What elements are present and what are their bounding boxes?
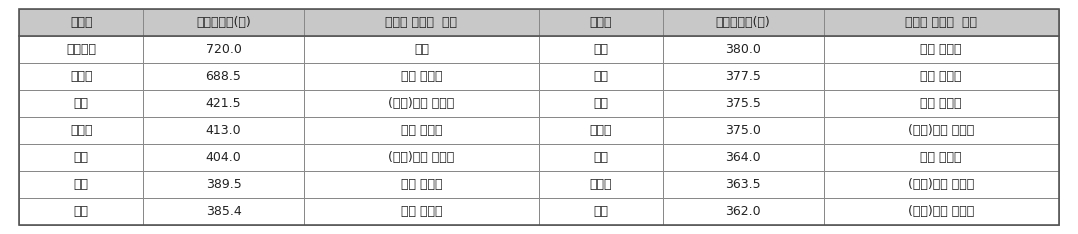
Text: 속리산: 속리산 [70, 124, 93, 137]
Text: 413.0: 413.0 [206, 124, 241, 137]
Text: 화개: 화개 [73, 178, 88, 191]
Bar [143, 144, 304, 171]
Text: 389.5: 389.5 [206, 178, 241, 191]
Bar [304, 9, 539, 36]
Text: 제주: 제주 [414, 43, 429, 56]
Bar [304, 171, 539, 198]
Text: 380.0: 380.0 [725, 43, 761, 56]
Bar [539, 9, 663, 36]
Text: 시간강수합(㎜): 시간강수합(㎜) [196, 16, 251, 29]
Text: 시간강수합(㎜): 시간강수합(㎜) [716, 16, 771, 29]
Text: 404.0: 404.0 [206, 151, 241, 164]
Text: 경남 하동군: 경남 하동군 [401, 178, 442, 191]
Text: 경북 상주시: 경북 상주시 [921, 43, 962, 56]
Bar [143, 171, 304, 198]
Bar [539, 144, 663, 171]
Text: 보은: 보은 [593, 97, 608, 110]
Text: 421.5: 421.5 [206, 97, 241, 110]
Text: 충북 보은군: 충북 보은군 [401, 124, 442, 137]
Bar [19, 9, 143, 36]
Bar [539, 36, 663, 63]
Text: 태백: 태백 [73, 97, 88, 110]
Bar [663, 171, 824, 198]
Text: 예천: 예천 [73, 205, 88, 218]
Bar [824, 63, 1059, 90]
Bar [663, 117, 824, 144]
Bar [19, 117, 143, 144]
Bar [143, 36, 304, 63]
Text: 377.5: 377.5 [725, 70, 761, 83]
Bar [143, 117, 304, 144]
Bar [143, 9, 304, 36]
Text: 지점명: 지점명 [70, 16, 93, 29]
Text: 지점명: 지점명 [590, 16, 612, 29]
Bar [663, 90, 824, 117]
Text: 375.5: 375.5 [725, 97, 761, 110]
Bar [539, 198, 663, 225]
Bar [824, 36, 1059, 63]
Bar [824, 117, 1059, 144]
Text: 지점이 위치한  지역: 지점이 위치한 지역 [906, 16, 977, 29]
Bar [663, 63, 824, 90]
Bar [824, 171, 1059, 198]
Text: 충북 보은군: 충북 보은군 [921, 97, 962, 110]
Bar [539, 63, 663, 90]
Bar [539, 117, 663, 144]
Bar [663, 198, 824, 225]
Text: 석포: 석포 [73, 151, 88, 164]
Bar [824, 198, 1059, 225]
Text: 경남 산청군: 경남 산청군 [401, 70, 442, 83]
Bar [304, 90, 539, 117]
Bar [19, 198, 143, 225]
Bar [824, 9, 1059, 36]
Text: 삼당령: 삼당령 [590, 178, 612, 191]
Text: 375.0: 375.0 [725, 124, 761, 137]
Bar [19, 171, 143, 198]
Text: 지리산: 지리산 [70, 70, 93, 83]
Text: (산간)경북 봉화군: (산간)경북 봉화군 [388, 151, 455, 164]
Text: 688.5: 688.5 [206, 70, 241, 83]
Text: 농암: 농암 [593, 70, 608, 83]
Bar [824, 144, 1059, 171]
Text: 364.0: 364.0 [725, 151, 761, 164]
Text: 경북 예천군: 경북 예천군 [401, 205, 442, 218]
Bar [19, 144, 143, 171]
Bar [304, 198, 539, 225]
Bar [19, 36, 143, 63]
Bar [304, 117, 539, 144]
Bar [304, 144, 539, 171]
Text: (산간)강원 강릉시: (산간)강원 강릉시 [908, 178, 975, 191]
Bar [19, 90, 143, 117]
Bar [304, 36, 539, 63]
Bar [143, 63, 304, 90]
Text: 사북: 사북 [593, 205, 608, 218]
Text: 385.4: 385.4 [206, 205, 241, 218]
Text: 362.0: 362.0 [725, 205, 761, 218]
Text: 울진서: 울진서 [590, 124, 612, 137]
Bar [304, 63, 539, 90]
Text: 363.5: 363.5 [725, 178, 761, 191]
Text: 경북 문경시: 경북 문경시 [921, 70, 962, 83]
Text: 대전 유성구: 대전 유성구 [921, 151, 962, 164]
Bar [143, 90, 304, 117]
Text: (산간)경북 울진군: (산간)경북 울진군 [908, 124, 975, 137]
Text: (산간)강원 태백시: (산간)강원 태백시 [388, 97, 455, 110]
Bar [663, 36, 824, 63]
Text: 화서: 화서 [593, 43, 608, 56]
Bar [663, 144, 824, 171]
Bar [19, 63, 143, 90]
Text: (산간)강원 정선군: (산간)강원 정선군 [908, 205, 975, 218]
Text: 대전: 대전 [593, 151, 608, 164]
Bar [143, 198, 304, 225]
Bar [824, 90, 1059, 117]
Text: 지점이 위치한  지역: 지점이 위치한 지역 [386, 16, 457, 29]
Text: 윗세오름: 윗세오름 [66, 43, 96, 56]
Bar [539, 171, 663, 198]
Bar [663, 9, 824, 36]
Bar [539, 90, 663, 117]
Text: 720.0: 720.0 [206, 43, 241, 56]
